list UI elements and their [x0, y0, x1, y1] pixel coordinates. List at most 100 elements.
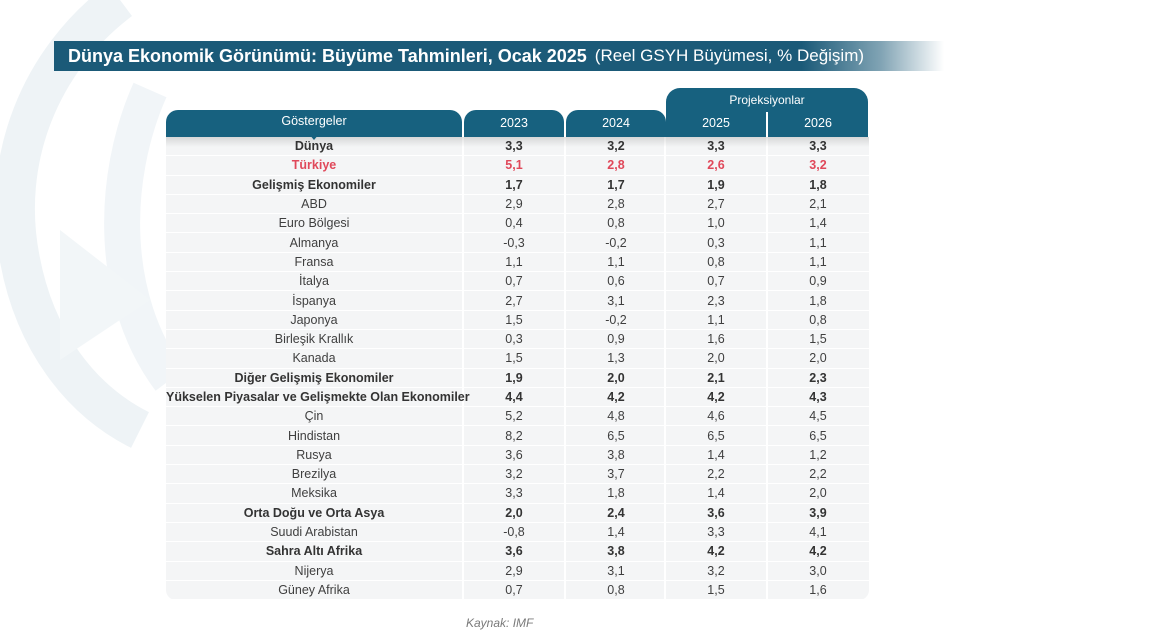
row-value-2025: 4,2 [707, 390, 725, 404]
row-label: Brezilya [291, 467, 337, 482]
title-banner: Dünya Ekonomik Görünümü: Büyüme Tahminle… [54, 41, 944, 71]
row-value-2024: 0,9 [607, 332, 625, 347]
row-value-2025: 1,5 [707, 582, 725, 597]
row-value-2024: 3,8 [607, 447, 625, 462]
row-value-2024: 1,8 [607, 486, 625, 501]
row-value-2025: 1,1 [707, 312, 725, 327]
table-row: Japonya 1,5 -0,2 1,1 0,8 [166, 311, 869, 330]
row-label: Çin [304, 409, 324, 424]
header-year-2026: 2026 [768, 110, 868, 137]
table-row: Rusya 3,6 3,8 1,4 1,2 [166, 446, 869, 466]
row-value-2024: 2,4 [607, 505, 625, 520]
row-value-2026: 1,2 [809, 447, 827, 462]
row-value-2023: 3,3 [505, 486, 523, 501]
row-value-2023: 8,2 [505, 428, 523, 443]
row-value-2025: 3,2 [707, 563, 725, 578]
row-label: Yükselen Piyasalar ve Gelişmekte Olan Ek… [166, 390, 470, 404]
row-value-2023: 1,5 [505, 312, 523, 327]
row-value-2023: -0,8 [503, 525, 525, 540]
row-value-2023: 1,5 [505, 351, 523, 366]
header-year-2024: 2024 [566, 110, 666, 137]
table-row: Güney Afrika 0,7 0,8 1,5 1,6 [166, 581, 869, 601]
row-label: Nijerya [294, 563, 334, 578]
row-value-2026: 0,9 [809, 274, 827, 289]
row-value-2025: 1,0 [707, 216, 725, 231]
row-value-2025: 0,3 [707, 235, 725, 250]
row-value-2025: 3,3 [707, 139, 725, 154]
row-value-2024: 0,8 [607, 582, 625, 597]
row-value-2025: 6,5 [707, 428, 725, 443]
row-value-2026: 1,1 [809, 254, 827, 269]
table-row: Orta Doğu ve Orta Asya 2,0 2,4 3,6 3,9 [166, 504, 869, 523]
row-value-2025: 3,6 [707, 505, 725, 520]
row-value-2023: 2,7 [505, 293, 523, 308]
row-value-2026: 1,6 [809, 582, 827, 597]
row-value-2024: -0,2 [605, 235, 627, 250]
table-row: Hindistan 8,2 6,5 6,5 6,5 [166, 426, 869, 446]
table-row: Çin 5,2 4,8 4,6 4,5 [166, 407, 869, 427]
row-value-2023: 2,0 [505, 505, 523, 520]
row-label: Euro Bölgesi [278, 216, 350, 231]
row-value-2025: 0,8 [707, 254, 725, 269]
row-value-2023: 0,7 [505, 582, 523, 597]
table-row: İtalya 0,7 0,6 0,7 0,9 [166, 272, 869, 292]
table-row: Suudi Arabistan -0,8 1,4 3,3 4,1 [166, 523, 869, 543]
row-value-2025: 1,4 [707, 447, 725, 462]
table-row: Almanya -0,3 -0,2 0,3 1,1 [166, 233, 869, 253]
row-label: Türkiye [291, 158, 337, 173]
row-value-2024: 0,8 [607, 216, 625, 231]
row-value-2026: 2,1 [809, 197, 827, 212]
row-value-2026: 4,1 [809, 525, 827, 540]
row-value-2024: 2,8 [607, 158, 625, 173]
header-arrow-icon [309, 134, 319, 140]
row-value-2025: 2,0 [707, 351, 725, 366]
row-value-2025: 4,2 [707, 544, 725, 559]
row-value-2023: 3,3 [505, 139, 523, 154]
table-header-row: Göstergeler 2023 2024 2025 2026 [166, 110, 869, 137]
row-value-2024: 1,1 [607, 254, 625, 269]
row-value-2025: 2,1 [707, 370, 725, 385]
row-value-2026: 1,5 [809, 332, 827, 347]
row-value-2026: 0,8 [809, 312, 827, 327]
row-value-2023: 5,1 [505, 158, 523, 173]
row-value-2025: 2,2 [707, 467, 725, 482]
row-value-2024: 3,2 [607, 139, 625, 154]
row-value-2026: 4,2 [809, 544, 827, 559]
row-value-2023: 3,6 [505, 447, 523, 462]
table-row: Nijerya 2,9 3,1 3,2 3,0 [166, 562, 869, 581]
row-value-2026: 1,8 [809, 177, 827, 192]
row-label: Suudi Arabistan [270, 525, 358, 540]
row-value-2024: 3,7 [607, 467, 625, 482]
row-value-2025: 2,3 [707, 293, 725, 308]
row-value-2026: 2,0 [809, 351, 827, 366]
table-row: Türkiye 5,1 2,8 2,6 3,2 [166, 156, 869, 176]
table-row: Yükselen Piyasalar ve Gelişmekte Olan Ek… [166, 388, 869, 408]
row-label: ABD [301, 197, 327, 212]
row-value-2026: 1,1 [809, 235, 827, 250]
row-label: Güney Afrika [278, 582, 350, 597]
row-label: İtalya [299, 274, 329, 289]
row-label: Diğer Gelişmiş Ekonomiler [234, 370, 394, 385]
table-row: Sahra Altı Afrika 3,6 3,8 4,2 4,2 [166, 542, 869, 562]
row-value-2026: 6,5 [809, 428, 827, 443]
table-row: Dünya 3,3 3,2 3,3 3,3 [166, 137, 869, 157]
row-value-2023: 4,4 [505, 390, 523, 404]
row-value-2024: 3,1 [607, 293, 625, 308]
row-value-2026: 4,5 [809, 409, 827, 424]
row-value-2025: 3,3 [707, 525, 725, 540]
row-value-2024: 3,8 [607, 544, 625, 559]
row-value-2026: 4,3 [809, 390, 827, 404]
table-row: Birleşik Krallık 0,3 0,9 1,6 1,5 [166, 330, 869, 350]
row-value-2026: 3,2 [809, 158, 827, 173]
table-row: Meksika 3,3 1,8 1,4 2,0 [166, 484, 869, 504]
row-value-2023: 0,7 [505, 274, 523, 289]
row-value-2025: 1,9 [707, 177, 725, 192]
row-label: Orta Doğu ve Orta Asya [243, 505, 385, 520]
table-row: Kanada 1,5 1,3 2,0 2,0 [166, 349, 869, 369]
row-value-2025: 1,6 [707, 332, 725, 347]
row-value-2023: 2,9 [505, 197, 523, 212]
row-label: Japonya [290, 312, 338, 327]
table-row: İspanya 2,7 3,1 2,3 1,8 [166, 291, 869, 311]
row-value-2024: -0,2 [605, 312, 627, 327]
row-value-2024: 2,0 [607, 370, 625, 385]
